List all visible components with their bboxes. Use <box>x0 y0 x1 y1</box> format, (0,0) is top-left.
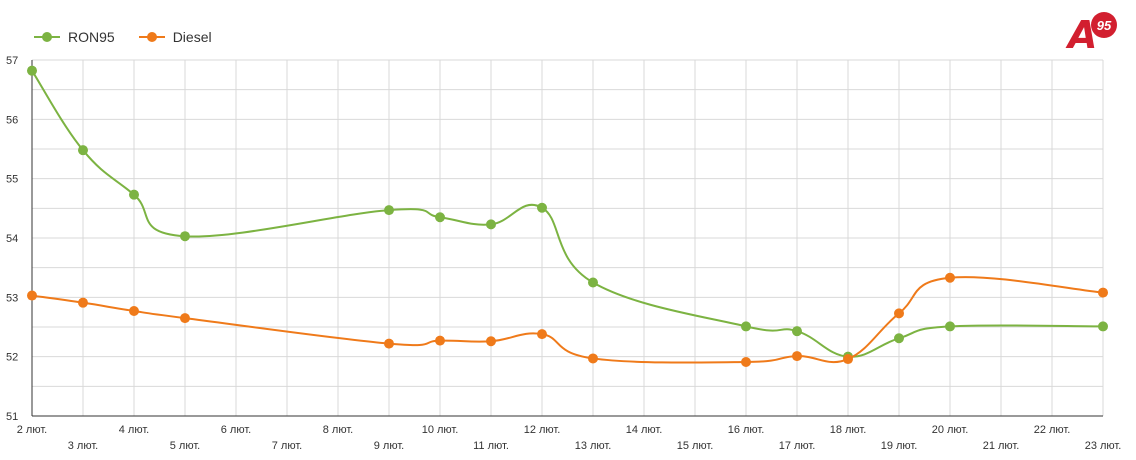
x-tick-label: 2 лют. <box>17 424 47 436</box>
data-point-ron95 <box>741 321 751 332</box>
x-tick-label: 14 лют. <box>626 424 663 436</box>
data-point-diesel <box>894 308 904 319</box>
x-tick-label: 22 лют. <box>1034 424 1071 436</box>
x-tick-label: 4 лют. <box>119 424 149 436</box>
data-point-diesel <box>741 357 751 368</box>
legend-label-ron95: RON95 <box>68 29 115 45</box>
x-tick-label: 23 лют. <box>1085 440 1122 452</box>
data-point-ron95 <box>537 202 547 213</box>
x-tick-label: 11 лют. <box>473 440 509 452</box>
data-point-ron95 <box>384 205 394 216</box>
data-point-ron95 <box>792 326 802 337</box>
legend-item-diesel[interactable]: Diesel <box>138 29 212 45</box>
data-point-ron95 <box>945 321 955 332</box>
x-tick-label: 13 лют. <box>575 440 612 452</box>
x-tick-label: 10 лют. <box>422 424 459 436</box>
y-tick-label: 55 <box>6 174 18 186</box>
x-tick-label: 3 лют. <box>68 440 98 452</box>
data-point-diesel <box>792 351 802 362</box>
data-point-diesel <box>588 353 598 364</box>
series-line-ron95 <box>31 70 1104 358</box>
data-point-diesel <box>537 329 547 340</box>
data-point-diesel <box>945 272 955 283</box>
x-tick-label: 21 лют. <box>983 440 1020 452</box>
y-tick-label: 53 <box>6 292 18 304</box>
data-point-diesel <box>27 290 37 301</box>
y-tick-label: 56 <box>6 114 18 126</box>
legend-dot-ron95 <box>42 32 52 42</box>
data-point-diesel <box>384 338 394 349</box>
series-line-diesel <box>31 276 1104 364</box>
chart-legend: RON95 Diesel <box>34 29 212 45</box>
x-tick-label: 18 лют. <box>830 424 867 436</box>
x-tick-label: 5 лют. <box>170 440 200 452</box>
data-point-diesel <box>486 336 496 347</box>
legend-dot-diesel <box>146 32 157 42</box>
x-tick-label: 6 лют. <box>221 424 251 436</box>
legend-item-ron95[interactable]: RON95 <box>34 29 115 45</box>
data-point-ron95 <box>486 219 496 230</box>
x-tick-label: 17 лют. <box>779 440 816 452</box>
x-tick-label: 16 лют. <box>728 424 765 436</box>
data-point-diesel <box>180 313 190 324</box>
data-point-ron95 <box>1098 321 1108 332</box>
y-tick-label: 51 <box>6 411 18 423</box>
legend-swatch-ron95 <box>34 31 60 43</box>
x-tick-label: 12 лют. <box>524 424 561 436</box>
data-point-diesel <box>843 354 853 365</box>
data-point-ron95 <box>435 212 445 223</box>
data-point-diesel <box>129 305 139 316</box>
data-point-ron95 <box>78 145 88 156</box>
data-point-ron95 <box>894 333 904 344</box>
data-point-diesel <box>78 297 88 308</box>
data-point-ron95 <box>27 65 37 76</box>
x-tick-label: 8 лют. <box>323 424 353 436</box>
legend-label-diesel: Diesel <box>172 29 212 45</box>
x-tick-label: 9 лют. <box>374 440 404 452</box>
brand-logo: A 95 <box>1068 10 1118 58</box>
y-tick-label: 57 <box>6 55 18 67</box>
data-point-ron95 <box>129 189 139 200</box>
x-tick-label: 19 лют. <box>881 440 918 452</box>
data-point-diesel <box>1098 287 1108 298</box>
x-tick-label: 7 лют. <box>272 440 302 452</box>
logo-badge: 95 <box>1091 12 1117 38</box>
data-point-ron95 <box>588 277 598 288</box>
x-tick-label: 15 лют. <box>677 440 714 452</box>
y-tick-label: 54 <box>6 233 18 245</box>
data-point-ron95 <box>180 231 190 242</box>
x-tick-label: 20 лют. <box>932 424 969 436</box>
legend-swatch-diesel <box>138 31 165 43</box>
y-tick-label: 52 <box>6 352 18 364</box>
data-point-diesel <box>435 335 445 346</box>
